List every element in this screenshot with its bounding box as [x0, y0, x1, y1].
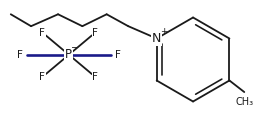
Text: F: F — [92, 28, 98, 38]
Text: −: − — [71, 43, 79, 53]
Text: F: F — [39, 28, 45, 38]
Text: N: N — [152, 32, 161, 45]
Text: F: F — [16, 50, 22, 60]
Text: P: P — [65, 48, 72, 61]
Text: F: F — [92, 72, 98, 82]
Text: F: F — [115, 50, 121, 60]
Text: +: + — [160, 27, 167, 36]
Text: F: F — [39, 72, 45, 82]
Text: CH₃: CH₃ — [235, 97, 253, 107]
